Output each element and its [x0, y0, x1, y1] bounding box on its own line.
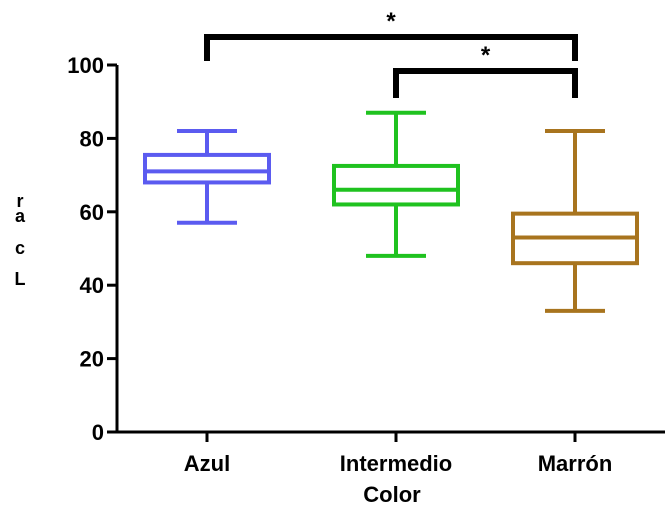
box-marrón	[511, 129, 639, 313]
significance-bracket: *	[393, 42, 578, 98]
x-tick-label: Azul	[184, 451, 230, 476]
y-tick-label: 80	[80, 126, 104, 151]
y-label-char: L	[15, 269, 26, 289]
y-tick-label: 20	[80, 347, 104, 372]
significance-bracket: *	[204, 8, 578, 61]
box-marks	[143, 110, 639, 313]
x-tick-label: Intermedio	[340, 451, 452, 476]
y-label-char: c	[15, 238, 25, 258]
y-tick-label: 40	[80, 273, 104, 298]
x-tick-label: Marrón	[538, 451, 613, 476]
x-axis-label: Color	[363, 482, 421, 507]
y-tick-label: 100	[67, 53, 104, 78]
significance-brackets: **	[204, 8, 578, 98]
axes: 0 20 40 60 80 100 Azul Intermedio Marrón	[67, 53, 665, 476]
box-azul	[143, 129, 271, 225]
y-label-char: a	[15, 206, 26, 226]
bracket-line	[393, 68, 578, 98]
y-label-char: r	[16, 191, 23, 211]
significance-star: *	[386, 8, 396, 35]
significance-star: *	[481, 42, 491, 69]
y-tick-label: 60	[80, 200, 104, 225]
bracket-line	[204, 34, 578, 61]
y-tick-label: 0	[92, 420, 104, 445]
box-intermedio	[332, 110, 460, 258]
iqr-box	[332, 163, 460, 207]
iqr-box	[143, 152, 271, 185]
